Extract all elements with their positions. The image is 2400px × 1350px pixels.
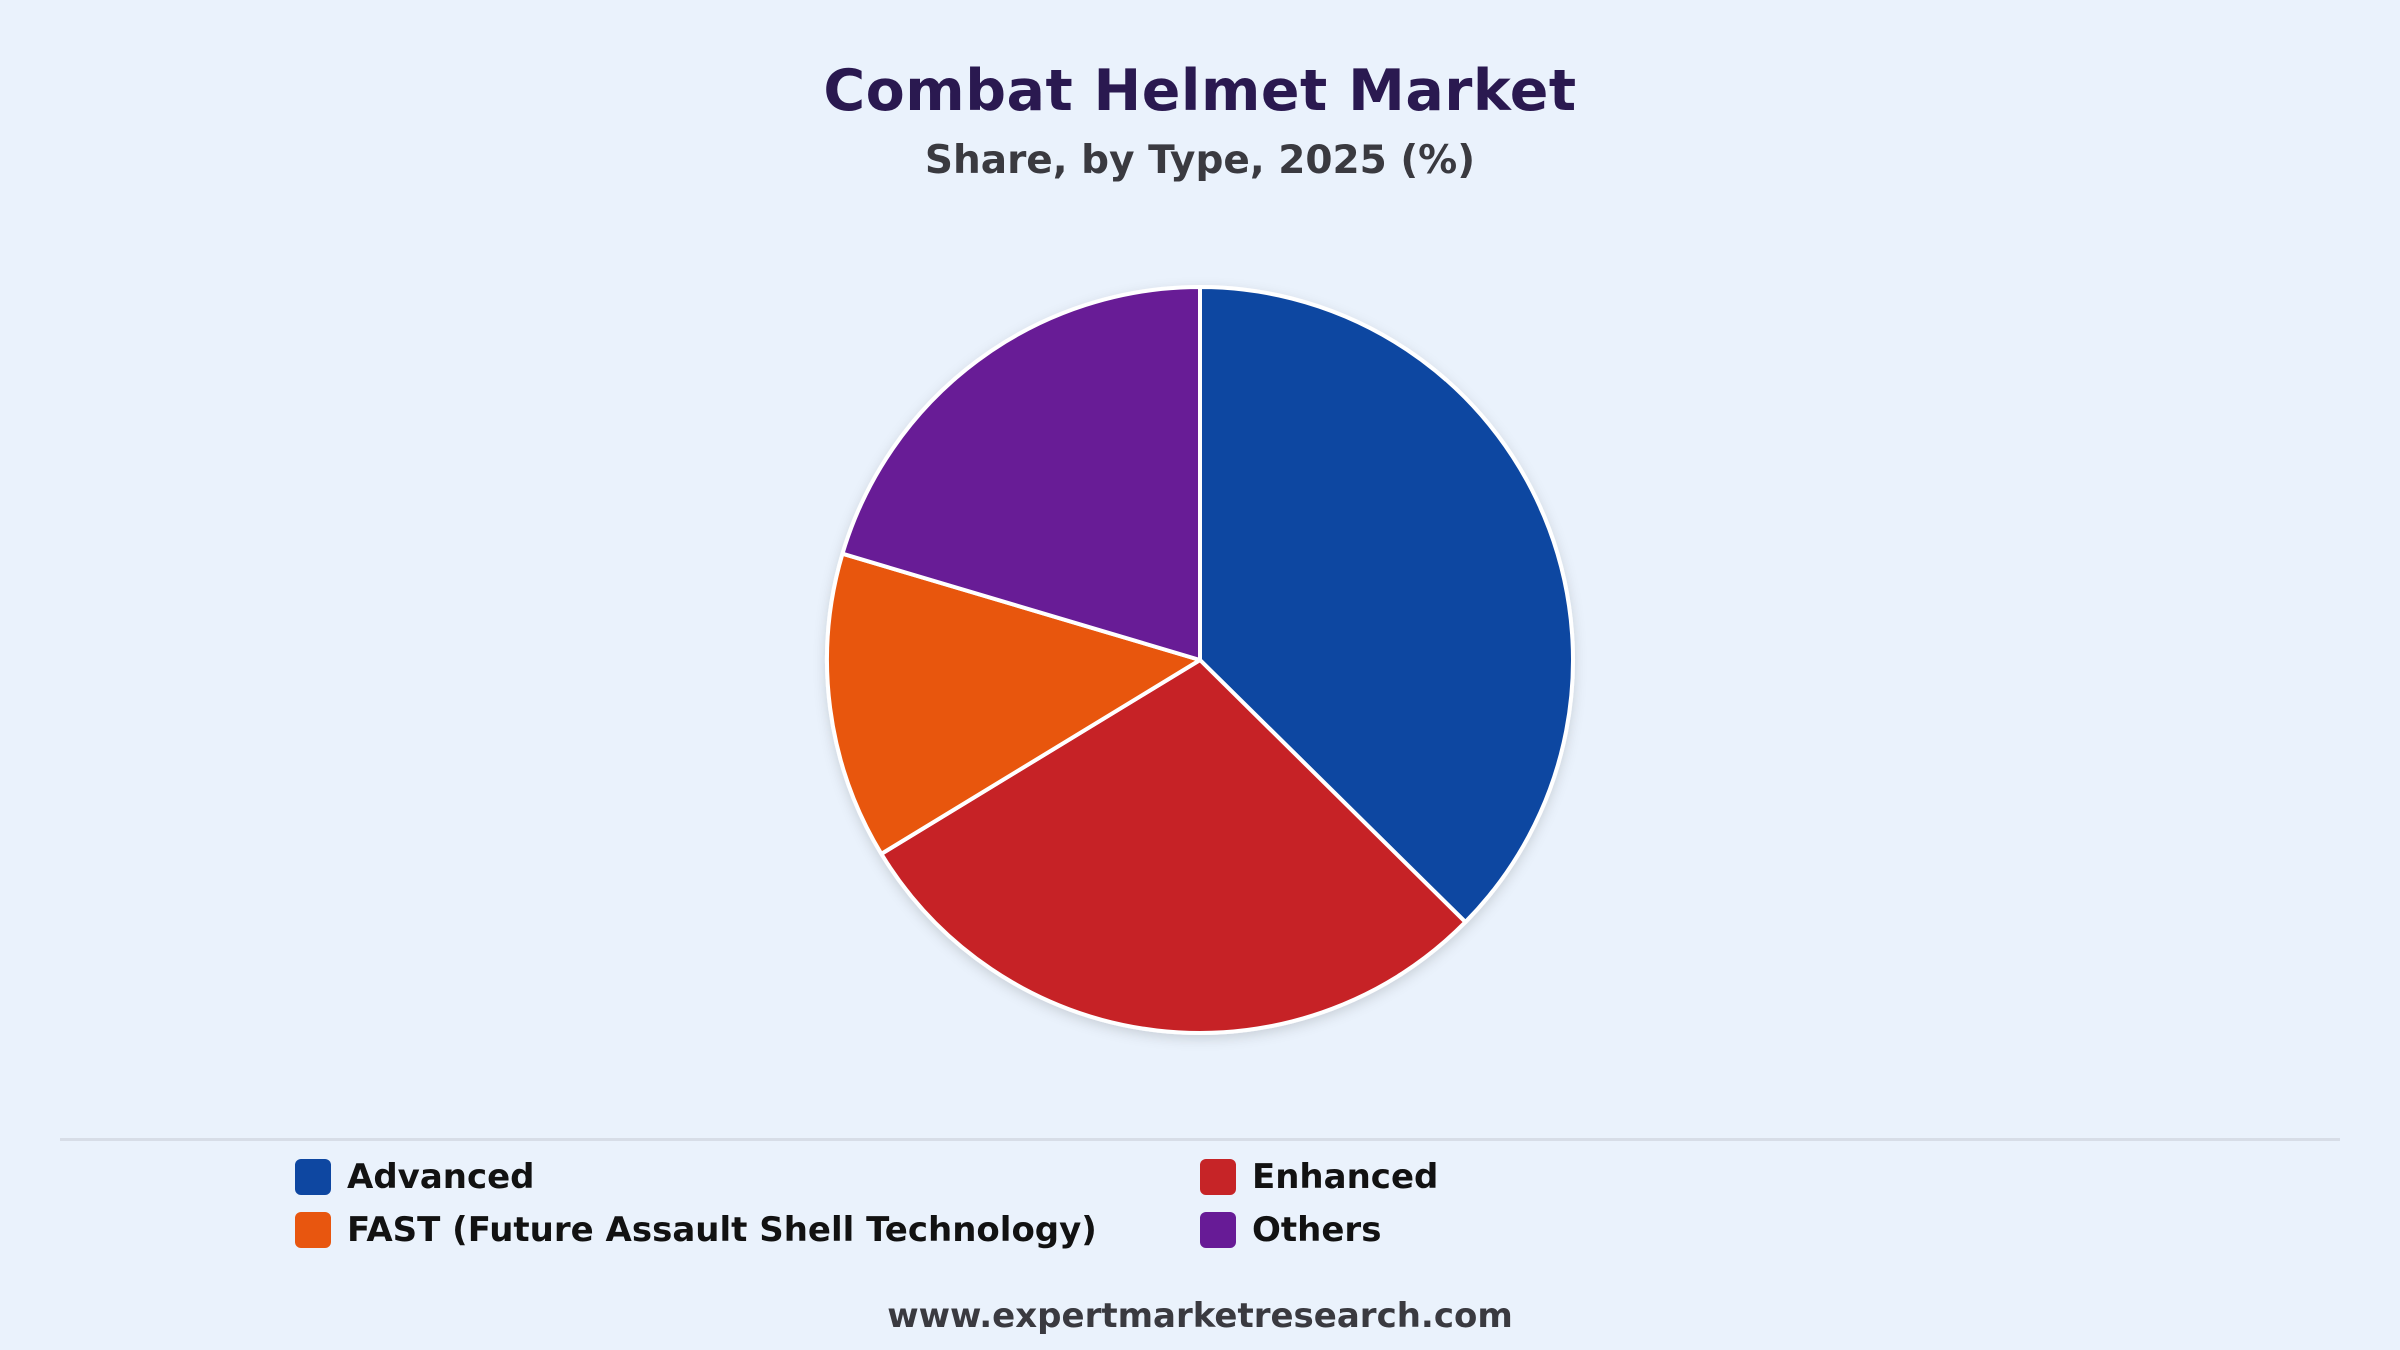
pie-slice-advanced xyxy=(1198,285,1575,925)
legend-swatch-enhanced xyxy=(1200,1159,1236,1195)
legend-item-enhanced: Enhanced xyxy=(1200,1157,1438,1197)
pie-slice-enhanced xyxy=(879,658,1468,1035)
legend-swatch-others xyxy=(1200,1212,1236,1248)
pie-slice-others xyxy=(840,285,1202,662)
legend-swatch-advanced xyxy=(295,1159,331,1195)
pie-slice-fast xyxy=(825,551,1202,856)
legend-label-advanced: Advanced xyxy=(347,1157,535,1197)
chart-title: Combat Helmet Market xyxy=(823,58,1577,124)
legend-swatch-fast xyxy=(295,1212,331,1248)
footer-url: www.expertmarketresearch.com xyxy=(887,1296,1513,1336)
legend-item-advanced: Advanced xyxy=(295,1157,535,1197)
legend-label-others: Others xyxy=(1252,1210,1382,1250)
legend-label-fast: FAST (Future Assault Shell Technology) xyxy=(347,1210,1097,1250)
legend-divider xyxy=(60,1138,2340,1141)
legend-item-others: Others xyxy=(1200,1210,1381,1250)
legend-label-enhanced: Enhanced xyxy=(1252,1157,1439,1197)
legend-item-fast: FAST (Future Assault Shell Technology) xyxy=(295,1210,1097,1250)
chart-subtitle: Share, by Type, 2025 (%) xyxy=(924,138,1476,183)
